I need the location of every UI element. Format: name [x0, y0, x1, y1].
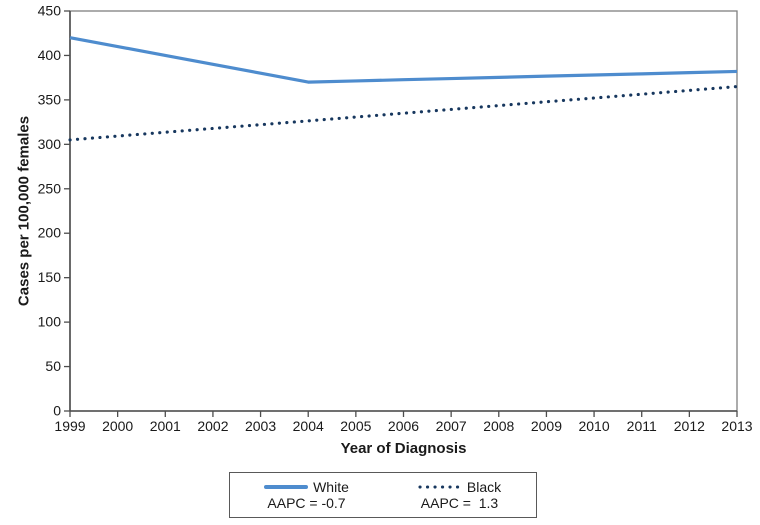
- y-tick-label: 250: [38, 180, 62, 196]
- legend: White AAPC = -0.7 Black AAPC = 1.3: [229, 472, 537, 518]
- y-tick-label: 50: [45, 358, 61, 374]
- x-tick-label: 2004: [293, 418, 324, 434]
- y-tick-label: 400: [38, 47, 62, 63]
- x-tick-label: 1999: [54, 418, 85, 434]
- y-tick-label: 150: [38, 269, 62, 285]
- x-tick-label: 2013: [721, 418, 752, 434]
- y-axis-ticks: 0 50 100 150 200 250 300 350 400 450: [38, 3, 70, 419]
- x-tick-label: 2010: [578, 418, 609, 434]
- y-tick-label: 350: [38, 91, 62, 107]
- x-tick-label: 2012: [674, 418, 705, 434]
- white-aapc-label: AAPC = -0.7: [267, 495, 346, 511]
- black-aapc-label: AAPC = 1.3: [420, 495, 499, 511]
- x-axis-title: Year of Diagnosis: [340, 440, 467, 457]
- series-white-line: [69, 36, 738, 84]
- x-tick-label: 2011: [627, 418, 657, 434]
- legend-entry-white: White AAPC = -0.7: [230, 479, 383, 511]
- y-tick-label: 300: [38, 136, 62, 152]
- x-tick-label: 2007: [436, 418, 467, 434]
- y-tick-label: 200: [38, 225, 62, 241]
- legend-entry-black: Black AAPC = 1.3: [383, 479, 536, 511]
- legend-label-black: Black: [466, 479, 502, 495]
- x-tick-label: 2000: [102, 418, 133, 434]
- y-tick-label: 0: [53, 403, 61, 419]
- y-axis-title: Cases per 100,000 females: [15, 115, 33, 307]
- x-tick-label: 2003: [245, 418, 276, 434]
- series-black-line: [68, 85, 739, 142]
- x-tick-label: 2009: [531, 418, 562, 434]
- white-solid-line-sample: [264, 484, 309, 490]
- plot-border: [69, 10, 738, 412]
- x-tick-label: 2006: [388, 418, 419, 434]
- x-tick-label: 2008: [483, 418, 514, 434]
- y-tick-label: 450: [38, 3, 62, 19]
- legend-label-white: White: [313, 479, 349, 495]
- x-axis-ticks: 1999 2000 2001 2002 2003 2004 2005 2006 2007 2008…: [54, 411, 753, 434]
- x-tick-label: 2001: [150, 418, 181, 434]
- y-tick-label: 100: [38, 314, 62, 330]
- black-dotted-line-sample: [418, 484, 462, 490]
- x-tick-label: 2005: [340, 418, 371, 434]
- plot-area: 0 50 100 150 200 250 300 350 400 450 1999 2000 2001 2…: [38, 3, 753, 435]
- x-tick-label: 2002: [197, 418, 228, 434]
